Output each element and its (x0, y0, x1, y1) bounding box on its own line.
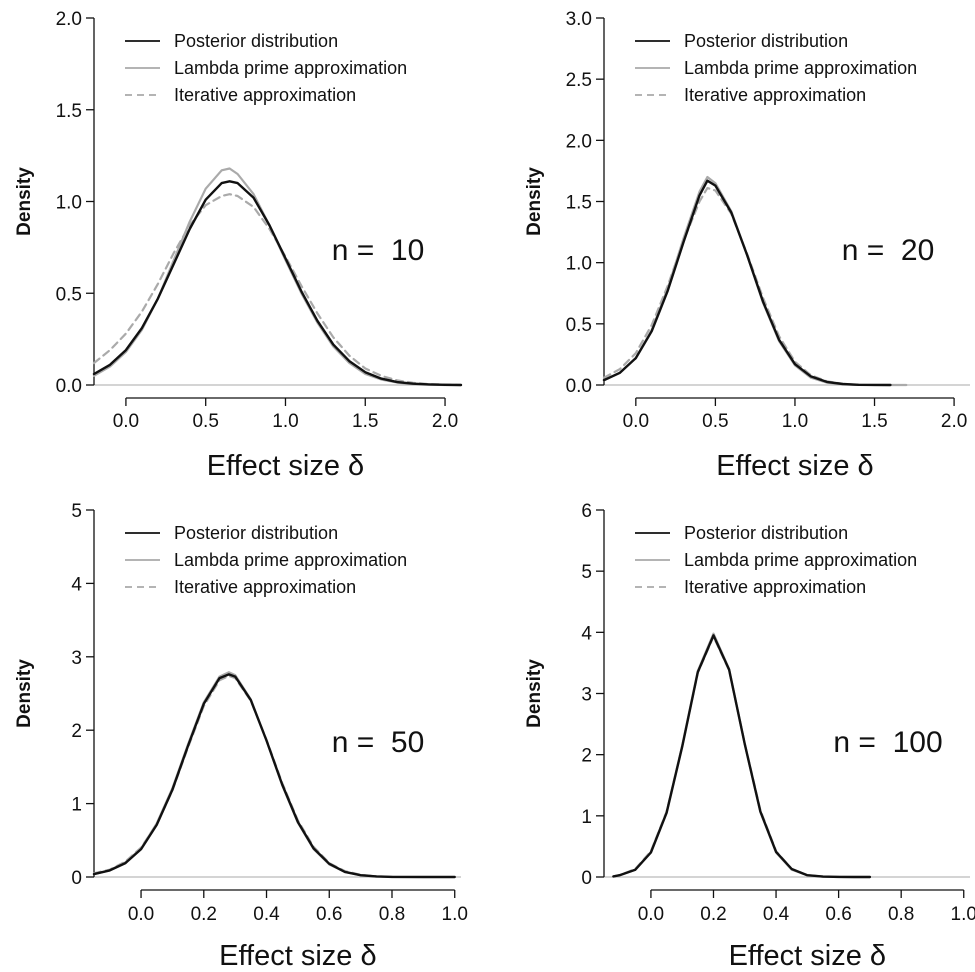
x-tick-label: 0.6 (316, 904, 342, 925)
y-tick-label: 3 (71, 648, 82, 669)
y-tick-label: 2.0 (566, 131, 592, 152)
x-tick-label: 0.0 (623, 411, 649, 432)
x-tick-label: 2.0 (941, 411, 967, 432)
y-tick-label: 5 (71, 501, 82, 522)
series-line-iterative-approximation (612, 635, 840, 878)
series-line-iterative-approximation (602, 186, 860, 387)
x-tick-label: 1.0 (782, 411, 808, 432)
x-tick-label: 0.4 (253, 904, 280, 925)
y-tick-label: 1.0 (566, 254, 592, 275)
series-line-posterior-distribution (92, 180, 463, 387)
x-tick-label: 1.0 (272, 411, 298, 432)
legend: Posterior distribution Lambda prime appro… (125, 31, 407, 105)
y-tick-label: 0 (71, 868, 82, 889)
y-tick-label: 2 (71, 721, 82, 742)
legend-label: Posterior distribution (684, 523, 848, 543)
y-tick-label: 2.0 (56, 9, 82, 30)
x-tick-label: 0.0 (638, 904, 664, 925)
y-tick-label: 1.0 (56, 193, 82, 214)
series-line-posterior-distribution (92, 673, 456, 879)
sample-size-annotation: n = 100 (833, 726, 942, 759)
y-tick-label: 5 (581, 562, 592, 583)
y-tick-label: 2 (581, 746, 592, 767)
y-axis-title: Density (524, 167, 545, 236)
legend-label: Posterior distribution (684, 31, 848, 51)
legend-label: Lambda prime approximation (174, 58, 407, 78)
y-tick-label: 0.5 (566, 315, 592, 336)
x-axis-title: Effect size δ (219, 940, 376, 972)
x-axis-title: Effect size δ (729, 940, 886, 972)
sample-size-annotation: n = 20 (842, 234, 935, 267)
y-tick-label: 0.0 (566, 376, 592, 397)
x-tick-label: 0.4 (763, 904, 790, 925)
x-tick-label: 0.5 (702, 411, 728, 432)
x-tick-label: 0.8 (888, 904, 914, 925)
series-line-iterative-approximation (92, 674, 378, 878)
x-tick-label: 2.0 (432, 411, 458, 432)
y-axis-title: Density (524, 659, 545, 728)
panel-4: 0 1 2 3 4 5 6 0.0 0.2 0.4 0.6 0.8 1.0 Effect size δ De… (524, 501, 975, 972)
series-line-iterative-approximation (92, 193, 463, 387)
series-line-lambda-prime-approximation (92, 671, 394, 878)
series-line-posterior-distribution (612, 634, 872, 879)
series-line-posterior-distribution (602, 179, 892, 387)
x-axis-title: Effect size δ (716, 450, 873, 482)
legend: Posterior distribution Lambda prime appro… (635, 523, 917, 597)
legend: Posterior distribution Lambda prime appro… (125, 523, 407, 597)
series-line-lambda-prime-approximation (612, 632, 871, 879)
x-tick-label: 0.2 (191, 904, 217, 925)
x-tick-label: 0.6 (825, 904, 851, 925)
x-tick-label: 0.0 (128, 904, 154, 925)
y-tick-label: 1.5 (566, 193, 592, 214)
y-tick-label: 4 (71, 574, 82, 595)
x-tick-label: 0.8 (379, 904, 405, 925)
y-tick-label: 6 (581, 501, 592, 522)
legend-label: Posterior distribution (174, 523, 338, 543)
legend-label: Iterative approximation (174, 85, 356, 105)
y-tick-label: 0.5 (56, 284, 82, 305)
sample-size-annotation: n = 50 (332, 726, 425, 759)
y-axis-title: Density (14, 167, 35, 236)
y-tick-label: 2.5 (566, 70, 592, 91)
series-line-lambda-prime-approximation (92, 167, 463, 387)
sample-size-annotation: n = 10 (332, 234, 425, 267)
y-tick-label: 3 (581, 685, 592, 706)
y-tick-label: 1.5 (56, 101, 82, 122)
legend-label: Lambda prime approximation (684, 58, 917, 78)
y-axis-title: Density (14, 659, 35, 728)
legend-label: Posterior distribution (174, 31, 338, 51)
panel-1: 0.0 0.5 1.0 1.5 2.0 0.0 0.5 1.0 1.5 2.0 Effect siz… (14, 9, 463, 482)
y-tick-label: 1 (581, 807, 592, 828)
x-axis-title: Effect size δ (207, 450, 364, 482)
legend: Posterior distribution Lambda prime appro… (635, 31, 917, 105)
legend-label: Iterative approximation (684, 85, 866, 105)
legend-label: Iterative approximation (174, 577, 356, 597)
x-tick-label: 0.2 (700, 904, 726, 925)
x-tick-label: 1.0 (951, 904, 975, 925)
y-tick-label: 0 (581, 868, 592, 889)
y-tick-label: 3.0 (566, 9, 592, 30)
legend-label: Lambda prime approximation (684, 550, 917, 570)
y-tick-label: 4 (581, 623, 592, 644)
panel-2: 0.0 0.5 1.0 1.5 2.0 2.5 3.0 0.0 0.5 1.0 1.5 2.0 Effe… (524, 9, 970, 482)
x-tick-label: 1.5 (861, 411, 887, 432)
panel-3: 0 1 2 3 4 5 0.0 0.2 0.4 0.6 0.8 1.0 Effect size δ Den… (14, 501, 468, 972)
legend-label: Lambda prime approximation (174, 550, 407, 570)
x-tick-label: 0.0 (113, 411, 139, 432)
y-tick-label: 1 (71, 795, 82, 816)
x-tick-label: 1.0 (442, 904, 468, 925)
x-tick-label: 0.5 (192, 411, 218, 432)
y-tick-label: 0.0 (56, 376, 82, 397)
x-tick-label: 1.5 (352, 411, 378, 432)
legend-label: Iterative approximation (684, 577, 866, 597)
